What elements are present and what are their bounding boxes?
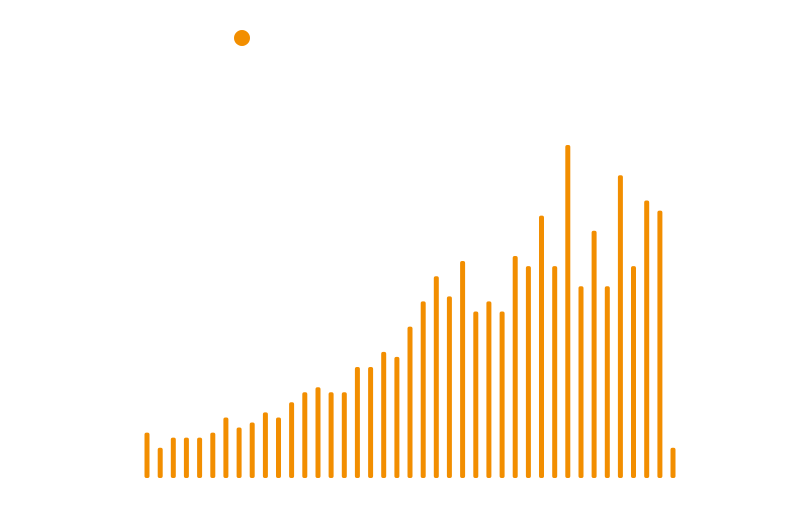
bar-22 — [420, 301, 426, 478]
bar-7 — [223, 417, 229, 478]
bar-12 — [289, 402, 295, 478]
bar-35 — [591, 230, 597, 478]
legend — [234, 30, 250, 46]
bar-36 — [604, 286, 610, 478]
bar-2 — [157, 447, 163, 478]
bar-14 — [315, 387, 321, 478]
bar-32 — [552, 266, 558, 478]
bar-5 — [197, 437, 203, 478]
bar-34 — [578, 286, 584, 478]
bar-18 — [368, 367, 374, 478]
bar-11 — [276, 417, 281, 478]
bar-21 — [407, 326, 413, 478]
bar-37 — [617, 175, 623, 479]
bar-40 — [657, 210, 663, 478]
bar-15 — [328, 392, 334, 478]
bar-25 — [460, 261, 466, 478]
bar-30 — [525, 266, 531, 478]
bar-8 — [236, 427, 242, 478]
bar-13 — [302, 392, 308, 478]
bar-39 — [644, 200, 650, 478]
bar-4 — [183, 437, 189, 478]
bar-31 — [539, 215, 544, 478]
bar-24 — [446, 296, 452, 478]
bar-10 — [262, 412, 268, 478]
bar-33 — [565, 145, 571, 478]
bar-38 — [631, 266, 636, 478]
bar-1 — [144, 432, 150, 478]
bar-6 — [210, 432, 216, 478]
bar-20 — [394, 356, 400, 478]
bar-27 — [486, 301, 492, 478]
bars — [144, 145, 676, 479]
bar-26 — [473, 311, 479, 478]
bar-16 — [341, 392, 347, 478]
bar-17 — [354, 367, 360, 478]
bar-23 — [433, 276, 439, 478]
bar-9 — [249, 422, 255, 478]
bar-3 — [170, 437, 176, 478]
bar-28 — [499, 311, 505, 478]
bar-41 — [670, 447, 676, 478]
bar-29 — [512, 256, 518, 478]
bar-19 — [381, 351, 387, 478]
legend-marker — [234, 30, 250, 46]
